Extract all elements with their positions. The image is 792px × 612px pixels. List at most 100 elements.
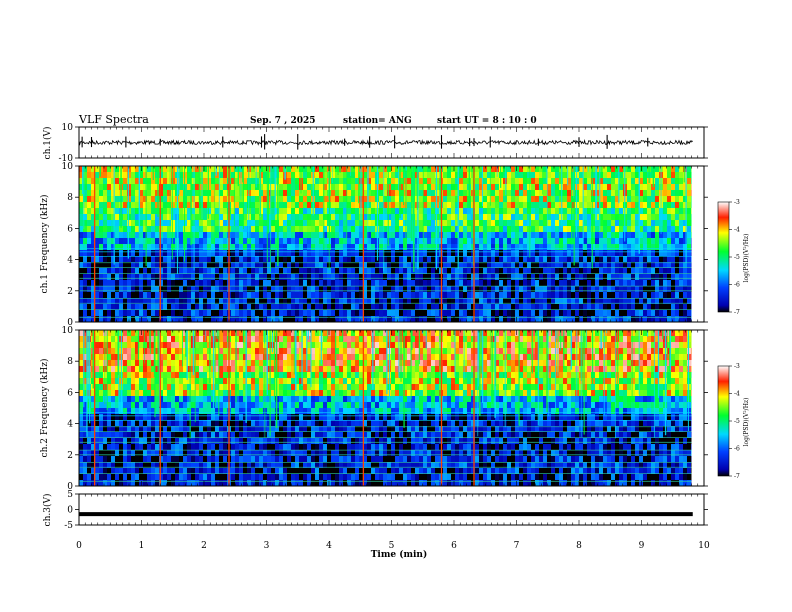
spectrogram-cell xyxy=(303,232,307,238)
spectrogram-cell xyxy=(539,316,543,322)
spectrogram-cell xyxy=(163,384,167,390)
spectrogram-cell xyxy=(147,166,151,172)
spectrogram-cell xyxy=(611,310,615,316)
spectrogram-cell xyxy=(311,280,315,286)
spectrogram-cell xyxy=(503,166,507,172)
spectrogram-cell xyxy=(259,238,263,244)
spectrogram-cell xyxy=(591,304,595,310)
spectrogram-cell xyxy=(639,166,643,172)
spectrogram-cell xyxy=(179,414,183,420)
spectrogram-cell xyxy=(195,480,199,486)
spectrogram-cell xyxy=(115,214,119,220)
spectrogram-cell xyxy=(131,426,135,432)
spectrogram-cell xyxy=(263,262,267,268)
spectrogram-cell xyxy=(87,304,91,310)
spectrogram-cell xyxy=(567,202,571,208)
spectrogram-cell xyxy=(655,250,659,256)
spectrogram-cell xyxy=(639,268,643,274)
spectrogram-cell xyxy=(451,304,455,310)
spectrogram-cell xyxy=(99,190,103,196)
spectrogram-cell xyxy=(347,232,351,238)
spectrogram-cell xyxy=(383,280,387,286)
spectrogram-cell xyxy=(99,268,103,274)
spectrogram-cell xyxy=(531,250,535,256)
spectrogram-cell xyxy=(175,286,179,292)
spectrogram-cell xyxy=(463,316,467,322)
spectrogram-cell xyxy=(531,310,535,316)
spectrogram-cell xyxy=(215,298,219,304)
spectrogram-cell xyxy=(323,208,327,214)
spectrogram-cell xyxy=(667,238,671,244)
spectrogram-cell xyxy=(555,220,559,226)
spectrogram-cell xyxy=(187,408,191,414)
spectrogram-cell xyxy=(487,208,491,214)
spectrogram-cell xyxy=(535,250,539,256)
spectrogram-cell xyxy=(667,274,671,280)
spectrogram-cell xyxy=(475,232,479,238)
spectrogram-cell xyxy=(87,250,91,256)
spectrogram-cell xyxy=(587,292,591,298)
spectrogram-cell xyxy=(603,304,607,310)
spectrogram-cell xyxy=(355,190,359,196)
spectrogram-cell xyxy=(87,378,91,384)
spectrogram-cell xyxy=(335,172,339,178)
spectrogram-cell xyxy=(635,250,639,256)
spectrogram-cell xyxy=(79,336,83,342)
spectrogram-cell xyxy=(111,468,115,474)
spectrogram-cell xyxy=(539,220,543,226)
spectrogram-cell xyxy=(559,274,563,280)
spectrogram-cell xyxy=(127,172,131,178)
spectrogram-cell xyxy=(279,196,283,202)
spectrogram-cell xyxy=(119,438,123,444)
spectrogram-cell xyxy=(403,310,407,316)
spectrogram-cell xyxy=(191,304,195,310)
spectrogram-cell xyxy=(263,256,267,262)
spectrogram-cell xyxy=(547,196,551,202)
spectrogram-cell xyxy=(523,274,527,280)
spectrogram-cell xyxy=(123,396,127,402)
spectrogram-cell xyxy=(495,184,499,190)
spectrogram-cell xyxy=(211,238,215,244)
spectrogram-cell xyxy=(639,298,643,304)
spectrogram-cell xyxy=(291,202,295,208)
spectrogram-cell xyxy=(163,292,167,298)
spectrogram-cell xyxy=(175,462,179,468)
spectrogram-cell xyxy=(451,268,455,274)
spectrogram-cell xyxy=(127,304,131,310)
spectrogram-cell xyxy=(651,244,655,250)
spectrogram-cell xyxy=(331,202,335,208)
spectrogram-cell xyxy=(687,244,691,250)
spectrogram-cell xyxy=(295,190,299,196)
spectrogram-cell xyxy=(631,304,635,310)
spectrogram-cell xyxy=(551,214,555,220)
spectrogram-cell xyxy=(99,444,103,450)
spectrogram-cell xyxy=(111,298,115,304)
spectrogram-cell xyxy=(115,238,119,244)
spectrogram-cell xyxy=(111,280,115,286)
spectrogram-cell xyxy=(579,238,583,244)
spectrogram-cell xyxy=(291,196,295,202)
spectrogram-cell xyxy=(603,232,607,238)
spectrogram-cell xyxy=(367,262,371,268)
spectrogram-cell xyxy=(587,238,591,244)
spectrogram-cell xyxy=(155,280,159,286)
spectrogram-cell xyxy=(423,304,427,310)
spectrogram-cell xyxy=(167,420,171,426)
spectrogram-cell xyxy=(647,190,651,196)
spectrogram-cell xyxy=(659,286,663,292)
spectrogram-cell xyxy=(179,190,183,196)
spectrogram-cell xyxy=(559,232,563,238)
spectrogram-cell xyxy=(427,196,431,202)
spectrogram-cell xyxy=(655,244,659,250)
spectrogram-cell xyxy=(455,310,459,316)
spectrogram-cell xyxy=(627,310,631,316)
spectrogram-cell xyxy=(363,298,367,304)
spectrogram-cell xyxy=(187,456,191,462)
spectrogram-cell xyxy=(95,274,99,280)
spectrogram-cell xyxy=(95,304,99,310)
spectrogram-cell xyxy=(295,262,299,268)
spectrogram-cell xyxy=(239,280,243,286)
spectrogram-cell xyxy=(491,244,495,250)
spectrogram-cell xyxy=(571,292,575,298)
spectrogram-cell xyxy=(267,310,271,316)
